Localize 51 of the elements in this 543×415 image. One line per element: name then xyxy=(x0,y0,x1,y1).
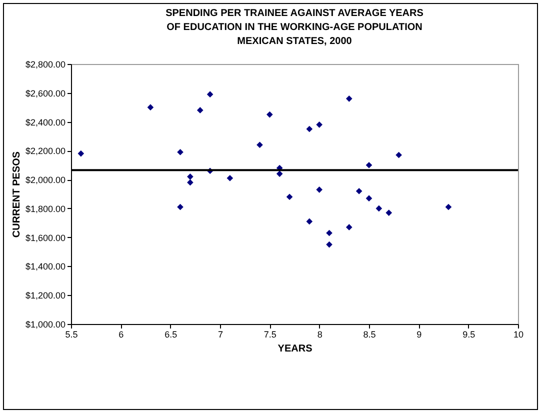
y-tick-label: $1,400.00 xyxy=(25,262,66,272)
x-tick-label: 9 xyxy=(416,330,422,340)
x-tick-label: 8 xyxy=(317,330,322,340)
point xyxy=(316,186,322,193)
point xyxy=(346,224,352,230)
x-tick-label: 9.5 xyxy=(462,330,476,340)
y-tick-label: $2,000.00 xyxy=(25,175,66,186)
point xyxy=(226,174,234,182)
point xyxy=(177,204,184,210)
point xyxy=(376,205,382,212)
point xyxy=(445,204,452,210)
x-tick-label: 6 xyxy=(118,330,124,340)
point xyxy=(396,152,402,158)
x-tick-label: 7 xyxy=(218,330,224,340)
point xyxy=(147,104,154,110)
x-tick-label: 6.5 xyxy=(164,330,178,340)
point xyxy=(306,126,313,132)
y-tick-label: $1,800.00 xyxy=(25,204,66,214)
y-tick-label: $2,600.00 xyxy=(25,88,66,98)
x-tick-label: 8.5 xyxy=(363,330,376,340)
point xyxy=(286,194,293,200)
chart-title: SPENDING PER TRAINEE AGAINST AVERAGE YEARS OF EDUCATION IN THE WORKING-AGE POPULATION MEXICAN STATES, 2000 xyxy=(166,8,424,47)
y-tick-label: $2,400.00 xyxy=(25,117,66,128)
point xyxy=(266,111,273,118)
point xyxy=(316,122,322,128)
point xyxy=(306,218,313,225)
y-axis-title: CURRENT PESOS xyxy=(11,151,22,238)
y-tick-label: $2,200.00 xyxy=(25,146,66,156)
point xyxy=(177,148,184,156)
point xyxy=(78,150,84,157)
y-tick-label: $1,200.00 xyxy=(25,290,66,301)
point xyxy=(256,142,263,148)
x-tick-label: 5.5 xyxy=(65,330,78,340)
point xyxy=(326,241,332,248)
point xyxy=(187,179,194,186)
point xyxy=(346,96,352,102)
x-tick-label: 10 xyxy=(513,330,524,340)
point xyxy=(187,174,194,180)
point xyxy=(366,195,372,202)
y-tick-label: $1,600.00 xyxy=(25,232,66,243)
point xyxy=(206,91,214,98)
x-tick-label: 7.5 xyxy=(264,330,276,340)
point xyxy=(326,230,332,236)
point xyxy=(196,107,204,114)
point xyxy=(366,162,372,168)
y-tick-label: $1,000.00 xyxy=(25,320,66,330)
point xyxy=(276,170,283,177)
y-tick-label: $2,800.00 xyxy=(25,60,66,70)
point xyxy=(356,188,362,194)
point xyxy=(386,210,392,216)
x-axis-title: YEARS xyxy=(278,344,313,354)
